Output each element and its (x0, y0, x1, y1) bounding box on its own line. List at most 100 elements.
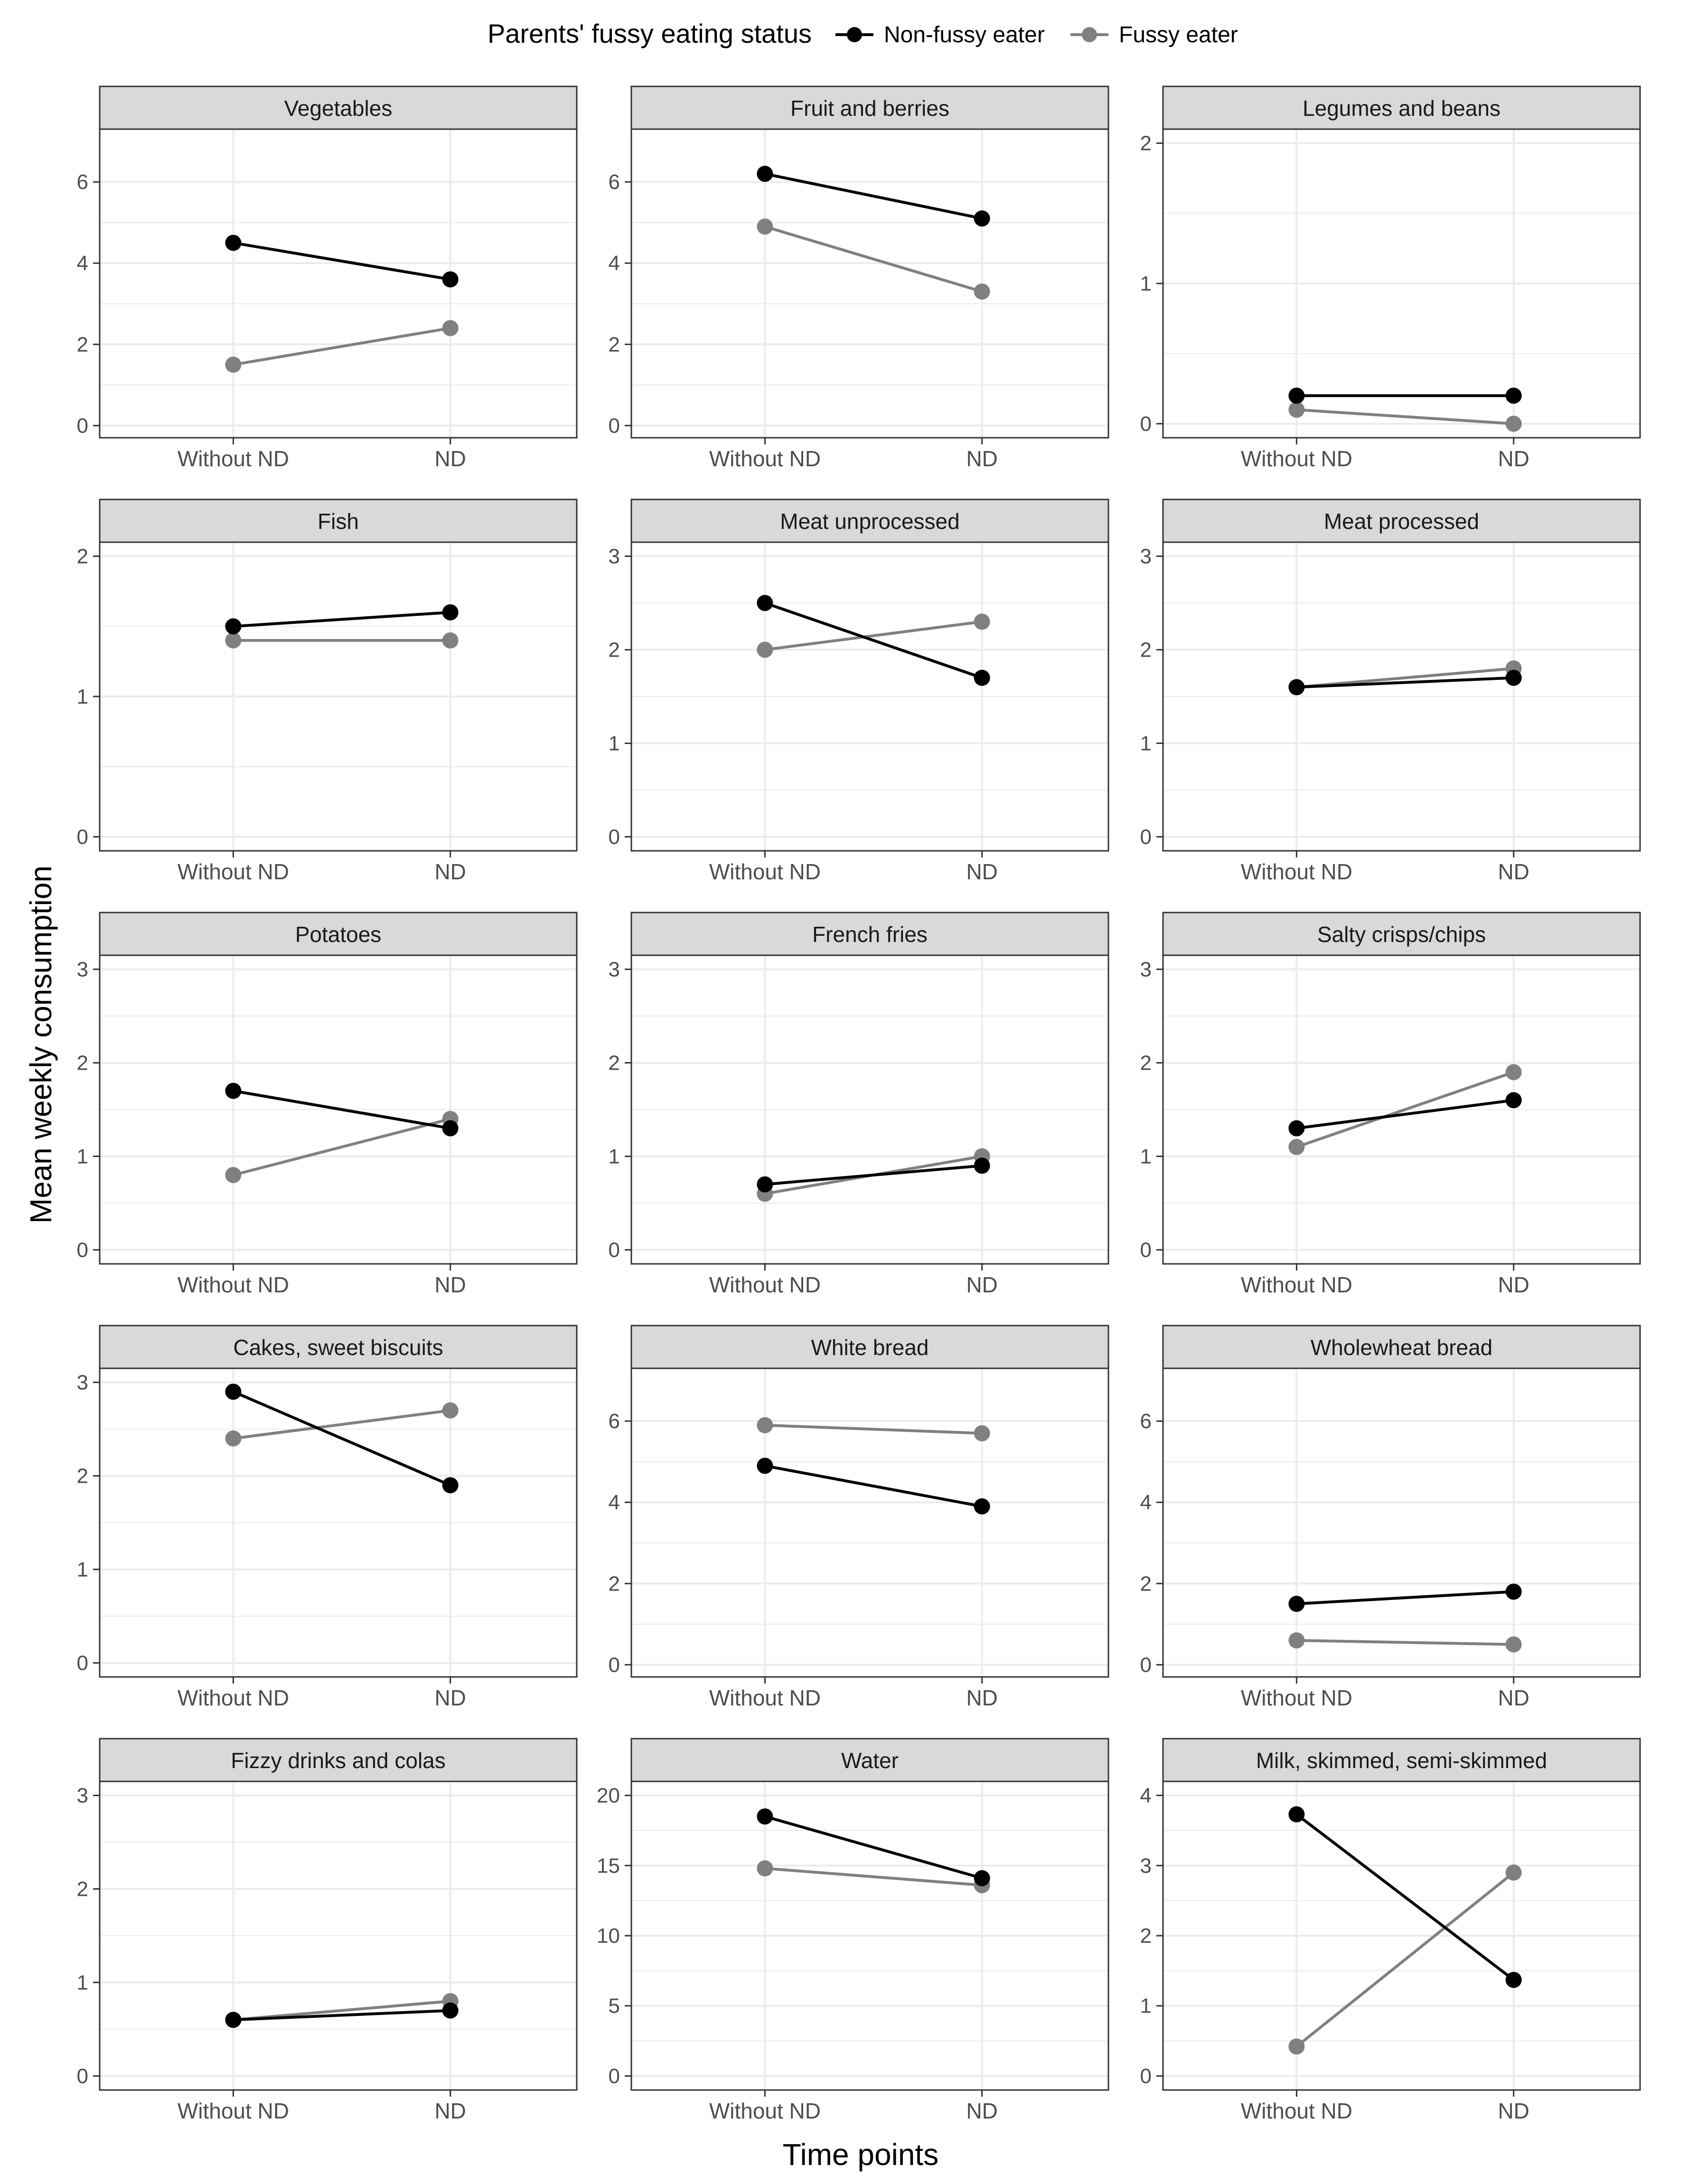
plot-bg-white-bread (631, 1368, 1108, 1677)
series-line-fussy-legumes-and-beans (1296, 408, 1514, 425)
series-line-fussy-water (765, 1867, 982, 1887)
panel-title-water: Water (841, 1748, 899, 1773)
data-point-non-fussy-without-nd-vegetables (225, 235, 242, 251)
y-tick-label-white-bread: 2 (609, 1572, 620, 1595)
panel-border-meat-unprocessed (630, 541, 1109, 852)
panel-border-fruit-and-berries (630, 128, 1109, 439)
panel-title-french-fries: French fries (812, 922, 928, 947)
panel-water: Water 0 5 10 15 20 Without ND ND (597, 1738, 1109, 2123)
strip-wholewheat-bread (1162, 1325, 1641, 1369)
y-tick-label-water: 20 (597, 1784, 620, 1807)
y-tick-label-fruit-and-berries: 4 (609, 252, 620, 275)
data-point-fussy-without-nd-vegetables (225, 357, 242, 373)
panel-border-fish (99, 541, 578, 852)
series-line-fussy-vegetables (233, 327, 451, 367)
series-line-fussy-milk-skimmed-semi-skimmed (1295, 1871, 1515, 2048)
y-tick-label-white-bread: 0 (609, 1653, 620, 1676)
strip-salty-crisps-chips (1162, 912, 1641, 956)
data-point-non-fussy-without-nd-legumes-and-beans (1288, 387, 1305, 404)
series-line-non-fussy-wholewheat-bread (1296, 1590, 1514, 1606)
data-point-fussy-nd-cakes-sweet-biscuits (442, 1402, 459, 1419)
data-point-fussy-without-nd-milk-skimmed-semi-skimmed (1288, 2038, 1305, 2055)
panel-border-water (630, 1780, 1109, 2091)
panel-border-white-bread (630, 1367, 1109, 1678)
y-tick-label-milk-skimmed-semi-skimmed: 1 (1140, 1995, 1152, 2018)
data-point-non-fussy-without-nd-water (757, 1808, 773, 1825)
y-tick-label-water: 0 (609, 2064, 620, 2088)
panel-cakes-sweet-biscuits: Cakes, sweet biscuits 0 1 2 3 Without ND ND (77, 1325, 578, 1710)
y-tick-label-meat-processed: 3 (1140, 545, 1152, 568)
y-tick-label-salty-crisps-chips: 1 (1140, 1145, 1152, 1168)
panel-border-french-fries (630, 954, 1109, 1265)
strip-fruit-and-berries (630, 85, 1109, 130)
panel-border-potatoes (99, 954, 578, 1265)
y-tick-label-vegetables: 2 (77, 333, 88, 356)
y-tick-label-milk-skimmed-semi-skimmed: 4 (1140, 1784, 1152, 1807)
y-tick-label-wholewheat-bread: 2 (1140, 1572, 1152, 1595)
legend-point-fussy (1082, 27, 1097, 42)
panel-milk-skimmed-semi-skimmed: Milk, skimmed, semi-skimmed 0 1 2 3 4 Without … (1140, 1738, 1641, 2123)
y-tick-label-meat-unprocessed: 3 (609, 545, 620, 568)
y-tick-label-fizzy-drinks-and-colas: 1 (77, 1971, 88, 1994)
series-line-non-fussy-cakes-sweet-biscuits (233, 1390, 451, 1487)
y-tick-label-meat-processed: 1 (1140, 732, 1152, 755)
y-tick-label-water: 15 (597, 1854, 620, 1877)
x-axis-title: Time points (783, 2137, 938, 2172)
panel-border-milk-skimmed-semi-skimmed (1162, 1780, 1641, 2091)
data-point-non-fussy-without-nd-meat-processed (1288, 679, 1305, 696)
strip-water (630, 1738, 1109, 1782)
x-tick-label-cakes-sweet-biscuits: ND (434, 1685, 466, 1710)
series-line-non-fussy-water (764, 1815, 983, 1880)
strip-legumes-and-beans (1162, 85, 1641, 130)
data-point-non-fussy-nd-fish (442, 604, 459, 621)
data-point-fussy-nd-white-bread (974, 1425, 990, 1441)
y-tick-label-french-fries: 1 (609, 1145, 620, 1168)
panel-border-meat-processed (1162, 541, 1641, 852)
data-point-non-fussy-without-nd-white-bread (757, 1458, 773, 1474)
legend-label-non-fussy: Non-fussy eater (884, 22, 1045, 47)
data-point-non-fussy-nd-french-fries (974, 1158, 990, 1174)
strip-fish (99, 499, 578, 543)
series-line-fussy-white-bread (765, 1423, 982, 1435)
data-point-non-fussy-nd-white-bread (974, 1498, 990, 1515)
plot-bg-wholewheat-bread (1163, 1368, 1640, 1677)
data-point-non-fussy-nd-salty-crisps-chips (1505, 1092, 1522, 1109)
data-point-non-fussy-nd-meat-unprocessed (974, 669, 990, 686)
strip-meat-unprocessed (630, 499, 1109, 543)
panel-border-cakes-sweet-biscuits (99, 1367, 578, 1678)
data-point-non-fussy-nd-cakes-sweet-biscuits (442, 1477, 459, 1494)
y-tick-label-legumes-and-beans: 0 (1140, 412, 1152, 435)
panel-legumes-and-beans: Legumes and beans 0 1 2 Without ND ND (1140, 85, 1641, 471)
y-tick-label-salty-crisps-chips: 3 (1140, 958, 1152, 981)
y-tick-label-water: 5 (609, 1995, 620, 2018)
series-line-non-fussy-white-bread (764, 1464, 983, 1508)
data-point-fussy-nd-wholewheat-bread (1505, 1636, 1522, 1653)
data-point-fussy-nd-salty-crisps-chips (1505, 1064, 1522, 1081)
x-tick-label-fish: ND (434, 859, 466, 884)
data-point-non-fussy-without-nd-fruit-and-berries (757, 166, 773, 182)
panel-meat-unprocessed: Meat unprocessed 0 1 2 3 Without ND ND (609, 499, 1109, 884)
series-line-fussy-meat-unprocessed (765, 620, 983, 651)
strip-french-fries (630, 912, 1109, 956)
x-tick-label-milk-skimmed-semi-skimmed: ND (1498, 2099, 1529, 2123)
data-point-non-fussy-nd-water (974, 1870, 990, 1886)
panel-border-vegetables (99, 128, 578, 439)
series-line-non-fussy-french-fries (765, 1164, 982, 1186)
y-axis-title: Mean weekly consumption (24, 866, 58, 1224)
panel-wholewheat-bread: Wholewheat bread 0 2 4 6 Without ND ND (1140, 1325, 1641, 1710)
panel-title-milk-skimmed-semi-skimmed: Milk, skimmed, semi-skimmed (1256, 1748, 1547, 1773)
panel-border-salty-crisps-chips (1162, 954, 1641, 1265)
x-tick-label-legumes-and-beans: ND (1498, 446, 1529, 471)
y-tick-label-cakes-sweet-biscuits: 3 (77, 1371, 88, 1394)
panel-fish: Fish 0 1 2 Without ND ND (77, 499, 578, 884)
y-tick-label-water: 10 (597, 1924, 620, 1948)
panel-salty-crisps-chips: Salty crisps/chips 0 1 2 3 Without ND ND (1140, 912, 1641, 1297)
data-point-non-fussy-nd-fruit-and-berries (974, 210, 990, 227)
series-line-non-fussy-meat-processed (1296, 676, 1514, 689)
y-tick-label-vegetables: 6 (77, 170, 88, 194)
plot-bg-fruit-and-berries (631, 129, 1108, 438)
y-tick-label-white-bread: 4 (609, 1491, 620, 1514)
series-line-fussy-salty-crisps-chips (1296, 1071, 1514, 1148)
data-point-non-fussy-without-nd-meat-unprocessed (757, 595, 773, 612)
panel-potatoes: Potatoes 0 1 2 3 Without ND ND (77, 912, 578, 1297)
